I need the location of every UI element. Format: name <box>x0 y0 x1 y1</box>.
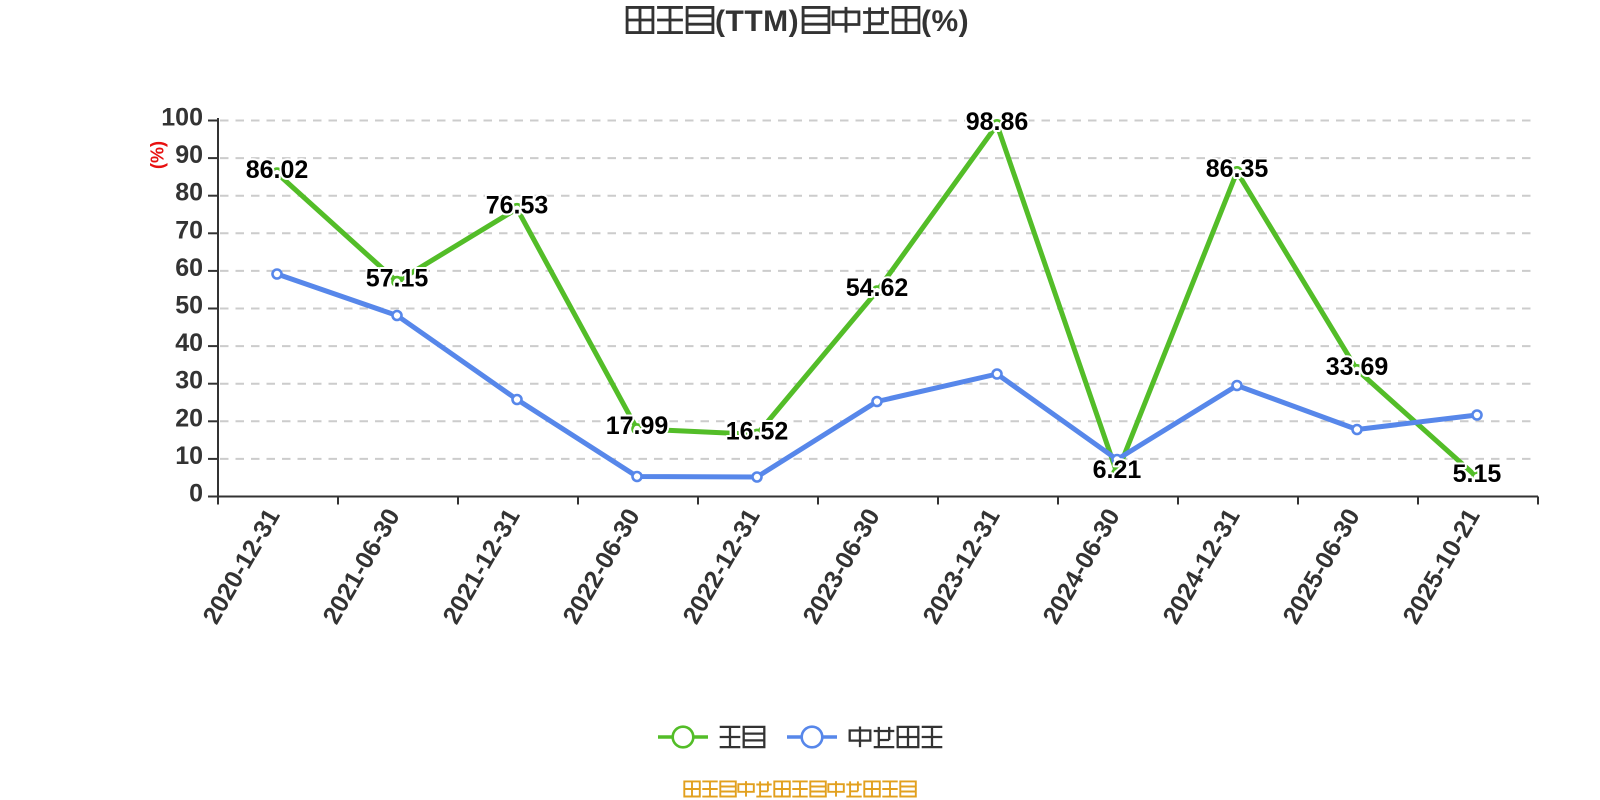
svg-text:57.15: 57.15 <box>366 265 429 293</box>
svg-text:17.99: 17.99 <box>606 412 669 440</box>
svg-text:60: 60 <box>175 254 203 282</box>
svg-text:20: 20 <box>175 404 203 432</box>
svg-text:33.69: 33.69 <box>1326 353 1389 381</box>
svg-text:30: 30 <box>175 367 203 395</box>
svg-text:100: 100 <box>161 104 203 132</box>
svg-text:90: 90 <box>175 141 203 169</box>
svg-text:98.86: 98.86 <box>966 108 1029 136</box>
svg-text:10: 10 <box>175 442 203 470</box>
svg-text:(%): (%) <box>148 141 168 169</box>
svg-text:(%): (%) <box>921 5 969 38</box>
svg-text:76.53: 76.53 <box>486 192 549 220</box>
svg-text:0: 0 <box>189 480 203 508</box>
svg-text:86.35: 86.35 <box>1206 155 1269 183</box>
svg-text:16.52: 16.52 <box>726 417 789 445</box>
svg-text:80: 80 <box>175 179 203 207</box>
svg-text:5.15: 5.15 <box>1453 460 1502 488</box>
svg-text:54.62: 54.62 <box>846 274 909 302</box>
svg-text:50: 50 <box>175 292 203 320</box>
svg-text:(TTM): (TTM) <box>715 5 799 38</box>
svg-text:86.02: 86.02 <box>246 156 309 184</box>
svg-text:70: 70 <box>175 216 203 244</box>
svg-text:6.21: 6.21 <box>1093 456 1142 484</box>
svg-text:40: 40 <box>175 329 203 357</box>
